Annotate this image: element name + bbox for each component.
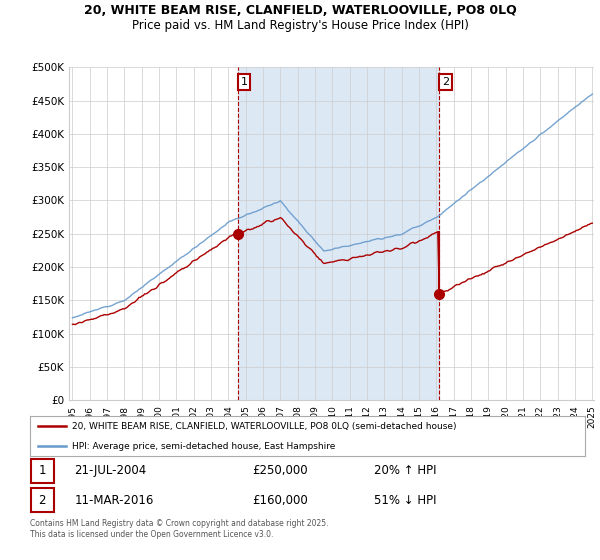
Text: 11-MAR-2016: 11-MAR-2016 [74, 493, 154, 507]
FancyBboxPatch shape [31, 459, 54, 483]
Text: 21-JUL-2004: 21-JUL-2004 [74, 464, 146, 478]
Text: 20, WHITE BEAM RISE, CLANFIELD, WATERLOOVILLE, PO8 0LQ: 20, WHITE BEAM RISE, CLANFIELD, WATERLOO… [83, 4, 517, 17]
Text: 2: 2 [38, 493, 46, 507]
Text: £160,000: £160,000 [252, 493, 308, 507]
FancyBboxPatch shape [31, 488, 54, 512]
Bar [238, 67, 439, 400]
Text: 20% ↑ HPI: 20% ↑ HPI [374, 464, 437, 478]
Text: £250,000: £250,000 [252, 464, 308, 478]
Text: Price paid vs. HM Land Registry's House Price Index (HPI): Price paid vs. HM Land Registry's House … [131, 19, 469, 32]
Text: Contains HM Land Registry data © Crown copyright and database right 2025.
This d: Contains HM Land Registry data © Crown c… [30, 519, 329, 539]
Text: HPI: Average price, semi-detached house, East Hampshire: HPI: Average price, semi-detached house,… [71, 442, 335, 451]
Text: 20, WHITE BEAM RISE, CLANFIELD, WATERLOOVILLE, PO8 0LQ (semi-detached house): 20, WHITE BEAM RISE, CLANFIELD, WATERLOO… [71, 422, 456, 431]
Text: 2: 2 [442, 77, 449, 87]
Text: 51% ↓ HPI: 51% ↓ HPI [374, 493, 437, 507]
Text: 1: 1 [241, 77, 248, 87]
Text: 1: 1 [38, 464, 46, 478]
